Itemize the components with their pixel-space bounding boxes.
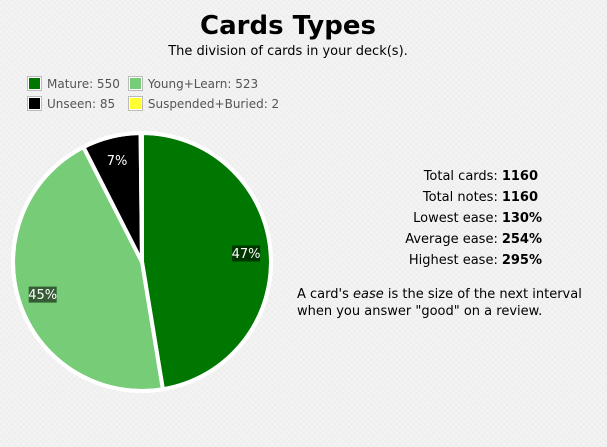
stats-value: 1160 [501, 190, 539, 205]
stats-value: 130% [501, 211, 542, 226]
pie-label-text: 47% [232, 247, 261, 262]
stats-value: 295% [501, 253, 542, 268]
ease-explanation: A card's ease is the size of the next in… [297, 286, 597, 320]
stats-value: 254% [501, 232, 542, 247]
stats-row-lowest-ease: Lowest ease: 130% [405, 208, 542, 229]
page-title: Cards Types [200, 11, 376, 41]
ease-note-emphasis: ease [353, 287, 384, 302]
stats-panel: Total cards: 1160 Total notes: 1160 Lowe… [360, 166, 560, 271]
stats-row-highest-ease: Highest ease: 295% [405, 250, 542, 271]
legend-item-young-learn: Young+Learn: 523 [127, 76, 279, 91]
legend-label-unseen: Unseen: 85 [47, 96, 116, 111]
legend-label-young-learn: Young+Learn: 523 [147, 76, 259, 91]
pie-label-unseen: 7% [107, 152, 128, 169]
pie-label-text: 45% [28, 288, 57, 303]
legend-swatch-suspended-buried [127, 96, 143, 111]
stats-table: Total cards: 1160 Total notes: 1160 Lowe… [405, 166, 542, 271]
stats-value: 1160 [501, 169, 539, 184]
pie-label-young-learn: 45% [28, 286, 57, 303]
chart-legend: Mature: 550 Young+Learn: 523 Unseen: 85 … [27, 76, 279, 111]
legend-label-mature: Mature: 550 [47, 76, 120, 91]
stats-label: Total notes: [422, 190, 498, 205]
pie-label-background [107, 152, 128, 169]
stats-label: Average ease: [405, 232, 498, 247]
pie-chart: 47% 45% 7% [11, 131, 273, 393]
ease-note-suffix: is the size of the next interval when yo… [297, 287, 582, 319]
stats-row-average-ease: Average ease: 254% [405, 229, 542, 250]
pie-slice-suspended-buried [138, 131, 144, 264]
legend-item-suspended-buried: Suspended+Buried: 2 [127, 96, 280, 111]
page-subtitle: The division of cards in your deck(s). [168, 44, 408, 59]
ease-note-prefix: A card's [297, 287, 353, 302]
stats-label: Highest ease: [408, 253, 498, 268]
legend-item-unseen: Unseen: 85 [27, 96, 120, 111]
stats-row-total-cards: Total cards: 1160 [405, 166, 542, 187]
pie-outline [11, 131, 273, 393]
legend-swatch-mature [27, 76, 42, 91]
legend-swatch-young-learn [127, 76, 143, 91]
stats-row-total-notes: Total notes: 1160 [405, 187, 542, 208]
legend-swatch-unseen [27, 96, 42, 111]
legend-item-mature: Mature: 550 [27, 76, 120, 91]
pie-label-background [28, 286, 57, 303]
stats-label: Lowest ease: [413, 211, 498, 226]
legend-label-suspended-buried: Suspended+Buried: 2 [147, 96, 280, 111]
stats-label: Total cards: [423, 169, 498, 184]
pie-label-text: 7% [107, 154, 128, 169]
pie-label-mature: 47% [232, 245, 261, 262]
pie-label-background [232, 245, 261, 262]
